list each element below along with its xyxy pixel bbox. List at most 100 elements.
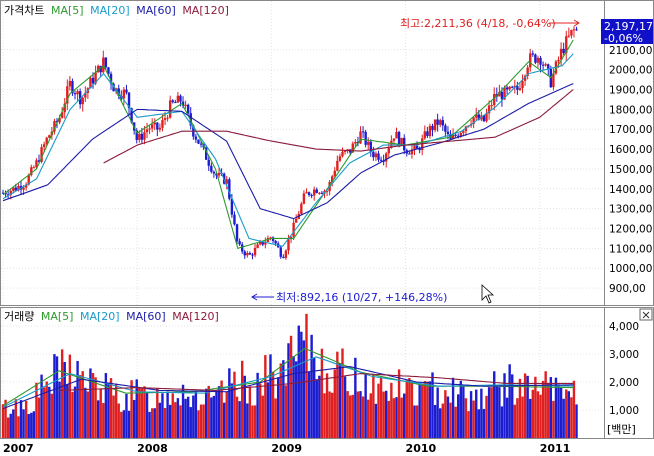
candle-body xyxy=(269,237,272,239)
volume-bar xyxy=(207,385,210,438)
candle-body xyxy=(364,131,367,145)
volume-bar xyxy=(505,397,509,438)
candle-body xyxy=(513,85,517,88)
candle-body xyxy=(228,179,231,199)
volume-bar xyxy=(292,356,295,438)
volume-bar xyxy=(228,368,231,438)
volume-bar xyxy=(472,400,475,438)
volume-bar xyxy=(202,404,205,438)
candle-body xyxy=(451,134,455,139)
volume-bar xyxy=(336,351,339,438)
volume-bar xyxy=(135,379,138,438)
volume-bar xyxy=(42,387,46,438)
volume-bar xyxy=(132,399,136,438)
volume-bar xyxy=(523,373,527,438)
volume-bar xyxy=(246,403,249,438)
volume-bar xyxy=(498,387,501,438)
candle-body xyxy=(454,134,457,136)
candle-body xyxy=(22,187,25,190)
candle-body xyxy=(287,239,290,251)
volume-bar xyxy=(145,392,149,438)
candle-body xyxy=(63,103,66,113)
volume-bar xyxy=(24,400,28,438)
candle-body xyxy=(372,151,375,158)
volume-bar xyxy=(354,357,357,438)
volume-bar xyxy=(475,389,478,438)
candle-body xyxy=(436,119,439,125)
volume-bar xyxy=(518,378,522,438)
volume-bar xyxy=(433,404,437,438)
volume-bar xyxy=(343,376,347,438)
candle-body xyxy=(325,191,329,193)
legend-ma5: MA[5] xyxy=(51,4,84,17)
volume-bar xyxy=(570,397,573,438)
volume-bar xyxy=(86,391,90,438)
candle-body xyxy=(109,73,113,84)
volume-bar xyxy=(418,384,421,438)
volume-bar xyxy=(575,404,578,438)
candle-body xyxy=(387,148,390,154)
volume-bar xyxy=(235,396,239,438)
volume-y-ticks: 1,000 2,000 3,000 4,000 xyxy=(609,321,639,417)
volume-bar xyxy=(421,384,424,438)
candle-body xyxy=(107,67,110,74)
volume-bar xyxy=(302,340,306,438)
volume-bar xyxy=(143,386,146,438)
candle-body xyxy=(310,194,313,196)
candle-body xyxy=(71,80,74,94)
candle-body xyxy=(302,193,306,204)
volume-bar xyxy=(539,394,542,438)
candle-body xyxy=(531,53,535,55)
candle-body xyxy=(559,48,563,60)
volume-bar xyxy=(45,381,48,438)
volume-bar xyxy=(30,412,33,438)
volume-bar xyxy=(536,391,540,438)
candle-body xyxy=(235,224,239,242)
candle-body xyxy=(516,85,519,90)
high-arrow-icon xyxy=(573,19,580,27)
candle-body xyxy=(145,129,149,133)
price-y-tick-label: 1700,00 xyxy=(609,124,652,136)
volume-bar xyxy=(413,405,416,438)
volume-bar xyxy=(444,390,447,438)
volume-bar xyxy=(240,360,244,438)
volume-bar xyxy=(168,404,172,438)
volume-bar xyxy=(210,397,213,438)
volume-bar xyxy=(469,391,473,438)
volume-bar xyxy=(148,411,151,438)
price-y-ticks: 900,00 1000,00 1100,00 1200,00 1300,00 1400,0… xyxy=(609,45,652,295)
volume-bar xyxy=(76,360,79,438)
candle-body xyxy=(318,192,321,194)
candle-body xyxy=(410,149,414,155)
candle-body xyxy=(53,121,56,132)
volume-bar xyxy=(307,371,311,438)
candle-body xyxy=(315,189,318,193)
candle-body xyxy=(60,112,64,118)
volume-bar xyxy=(305,313,308,438)
volume-bar xyxy=(415,405,419,438)
volume-bar xyxy=(529,398,532,438)
volume-bar xyxy=(364,373,367,438)
volume-bar xyxy=(534,376,537,438)
candle-body xyxy=(379,159,383,161)
volume-bar xyxy=(12,409,15,438)
volume-bar xyxy=(171,393,174,438)
candle-body xyxy=(475,114,478,118)
candle-body xyxy=(374,153,378,158)
candle-body xyxy=(81,97,84,105)
volume-bar xyxy=(264,355,267,438)
candle-body xyxy=(575,29,578,31)
candle-body xyxy=(400,137,403,146)
volume-bar xyxy=(179,405,182,438)
volume-bar xyxy=(251,405,254,438)
volume-bar xyxy=(163,407,167,438)
volume-bar xyxy=(379,377,383,438)
candle-body xyxy=(104,57,108,68)
volume-bar xyxy=(454,406,457,438)
volume-bar xyxy=(459,380,462,438)
candle-body xyxy=(76,91,79,95)
candle-body xyxy=(508,86,511,90)
candle-body xyxy=(271,237,275,241)
candle-body xyxy=(4,192,7,195)
